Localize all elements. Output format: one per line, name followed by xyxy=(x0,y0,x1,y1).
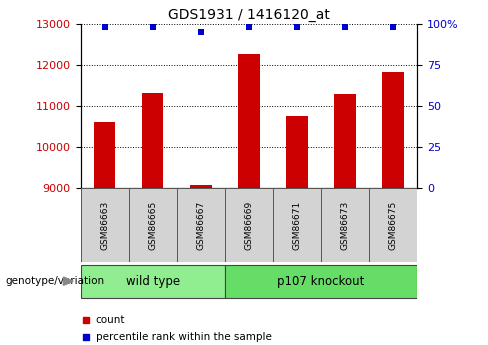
Point xyxy=(293,24,301,30)
Point xyxy=(389,24,397,30)
Bar xyxy=(286,116,308,188)
Bar xyxy=(273,188,321,262)
Text: GSM86663: GSM86663 xyxy=(100,200,109,250)
Point xyxy=(341,24,349,30)
Bar xyxy=(225,188,273,262)
Text: p107 knockout: p107 knockout xyxy=(277,275,365,288)
Text: GSM86667: GSM86667 xyxy=(196,200,205,250)
Text: genotype/variation: genotype/variation xyxy=(5,276,104,286)
Text: count: count xyxy=(96,315,125,325)
Point xyxy=(101,24,108,30)
Text: wild type: wild type xyxy=(125,275,180,288)
Point xyxy=(197,30,204,35)
Text: percentile rank within the sample: percentile rank within the sample xyxy=(96,333,271,342)
Bar xyxy=(129,188,177,262)
Point xyxy=(245,24,253,30)
Bar xyxy=(369,188,417,262)
Bar xyxy=(142,93,163,188)
Bar xyxy=(81,265,225,298)
Text: GSM86671: GSM86671 xyxy=(292,200,302,250)
Bar xyxy=(238,53,260,188)
Title: GDS1931 / 1416120_at: GDS1931 / 1416120_at xyxy=(168,8,330,22)
Bar xyxy=(94,122,115,188)
Bar xyxy=(321,188,369,262)
Text: GSM86675: GSM86675 xyxy=(388,200,398,250)
Bar xyxy=(225,265,417,298)
Bar xyxy=(81,188,129,262)
Bar xyxy=(190,185,212,188)
Text: GSM86665: GSM86665 xyxy=(148,200,157,250)
Bar xyxy=(383,72,404,188)
Text: GSM86669: GSM86669 xyxy=(244,200,253,250)
Text: GSM86673: GSM86673 xyxy=(341,200,349,250)
Bar xyxy=(334,94,356,188)
Bar xyxy=(177,188,225,262)
Point xyxy=(149,24,157,30)
